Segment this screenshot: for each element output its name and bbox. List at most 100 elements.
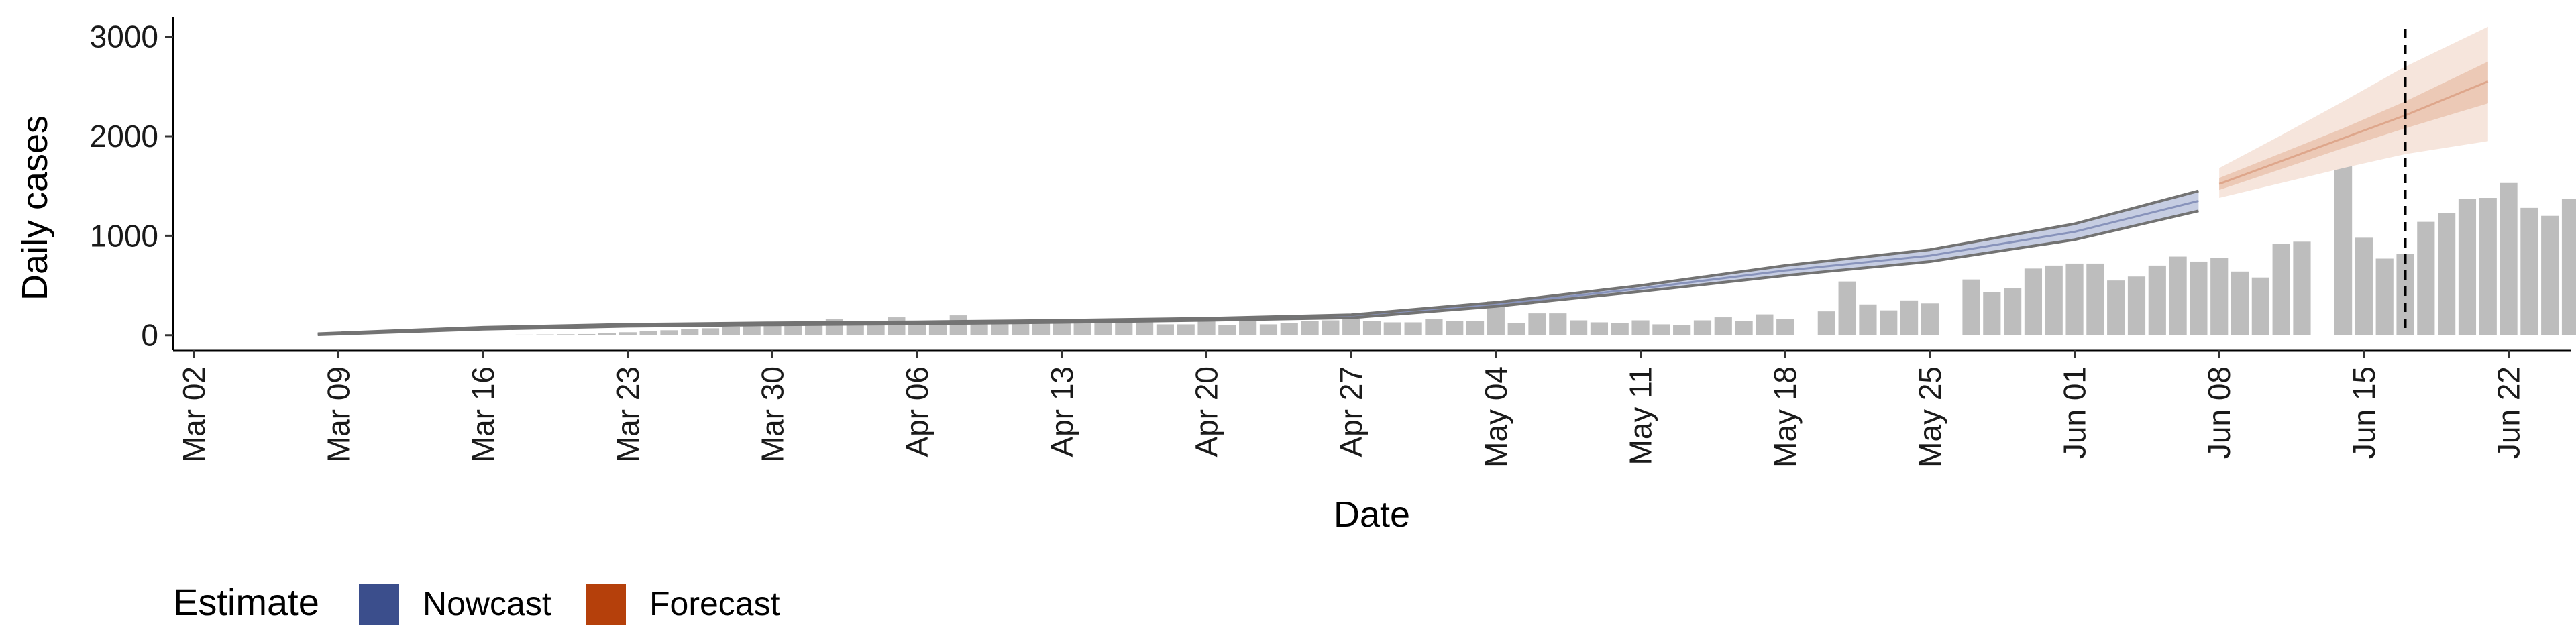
axes: 0 1000 2000 3000 Mar 02 Mar 09 Mar 16 Mar 23 Mar… xyxy=(90,17,2571,468)
bar xyxy=(1528,313,1546,335)
bar xyxy=(1239,318,1257,335)
bar xyxy=(1053,321,1071,335)
bar xyxy=(805,323,823,335)
bar xyxy=(1446,321,1464,335)
nowcast-upper-line xyxy=(317,189,2199,335)
bar xyxy=(1859,304,1877,335)
bar xyxy=(1404,322,1422,335)
x-tick-label: Jun 08 xyxy=(2202,366,2237,459)
bar xyxy=(1817,311,1835,335)
bar xyxy=(1425,319,1443,335)
bar xyxy=(1611,323,1629,335)
bar xyxy=(557,334,575,335)
bar xyxy=(1177,324,1195,335)
bar xyxy=(888,317,906,335)
bar xyxy=(639,331,657,335)
bar xyxy=(1115,323,1133,335)
forecast-inner-band xyxy=(2219,61,2488,191)
bar xyxy=(2334,160,2353,335)
x-tick-label: Mar 16 xyxy=(466,366,500,462)
bar xyxy=(619,332,637,335)
bar xyxy=(1838,281,1856,335)
bar xyxy=(1032,322,1051,335)
legend-label-forecast: Forecast xyxy=(649,585,780,623)
forecast-median-line xyxy=(2218,80,2489,185)
x-tick-label: Jun 15 xyxy=(2347,366,2381,459)
x-tick-label: May 25 xyxy=(1913,366,1947,468)
bar xyxy=(2190,261,2208,335)
bar xyxy=(722,327,740,335)
bar xyxy=(1590,322,1609,335)
bar xyxy=(908,324,926,335)
bar xyxy=(2004,288,2022,335)
y-tick-label: 2000 xyxy=(90,119,158,154)
bar xyxy=(578,333,596,335)
bar xyxy=(1135,322,1154,335)
x-axis-title: Date xyxy=(1334,494,1410,535)
bar xyxy=(1714,317,1732,335)
bar xyxy=(1342,319,1360,335)
legend: Estimate Nowcast Forecast xyxy=(173,581,780,625)
bar xyxy=(784,324,802,335)
bar xyxy=(2479,198,2497,335)
bar xyxy=(2169,256,2187,335)
bar xyxy=(867,322,885,335)
bar xyxy=(846,325,864,335)
bar xyxy=(1280,323,1298,335)
x-tick-label: May 11 xyxy=(1623,366,1658,465)
bar xyxy=(1012,321,1030,335)
bar xyxy=(1962,279,1980,335)
x-tick-label: Jun 01 xyxy=(2057,366,2092,459)
bar xyxy=(660,330,678,335)
bar xyxy=(1507,323,1525,335)
bar xyxy=(1322,320,1340,335)
y-tick-label: 1000 xyxy=(90,218,158,253)
bar xyxy=(1673,325,1691,335)
bar xyxy=(2210,258,2229,335)
plot-area xyxy=(317,26,2576,336)
bar xyxy=(2065,263,2084,335)
bar xyxy=(763,325,782,335)
x-tick-label: Apr 20 xyxy=(1189,366,1224,458)
bar xyxy=(2272,244,2290,335)
bar xyxy=(1301,321,1319,335)
y-axis-title: Daily cases xyxy=(15,115,55,301)
bar xyxy=(2541,215,2559,335)
bar xyxy=(1570,320,1588,335)
bar xyxy=(2500,182,2518,335)
bar xyxy=(1383,322,1401,335)
x-tick-label: Mar 23 xyxy=(610,366,645,462)
x-tick-label: Jun 22 xyxy=(2491,366,2526,459)
bar xyxy=(2417,221,2435,335)
bar xyxy=(2148,265,2166,335)
legend-key-nowcast xyxy=(359,584,399,625)
bar xyxy=(2231,271,2249,335)
legend-label-nowcast: Nowcast xyxy=(423,585,551,623)
x-tick-label: Apr 06 xyxy=(900,366,934,458)
bar xyxy=(1983,292,2001,335)
legend-key-forecast xyxy=(586,584,626,625)
bar xyxy=(2561,199,2576,335)
bar xyxy=(2107,280,2125,335)
bar xyxy=(1218,325,1236,335)
bar xyxy=(2045,265,2063,335)
bar xyxy=(1631,320,1650,335)
bar xyxy=(928,323,947,335)
bar xyxy=(1652,324,1670,335)
bar xyxy=(1259,324,1278,335)
bar xyxy=(1693,320,1712,335)
x-tick-label: Mar 09 xyxy=(321,366,356,462)
bar xyxy=(2251,277,2269,335)
x-tick-label: May 04 xyxy=(1479,366,1513,468)
x-tick-label: Apr 27 xyxy=(1334,366,1368,458)
bar xyxy=(1094,320,1112,335)
nowcast-lower-line xyxy=(317,209,2199,336)
bar xyxy=(2024,268,2043,335)
x-tick-label: Apr 13 xyxy=(1044,366,1079,458)
bar xyxy=(1197,319,1216,335)
legend-title: Estimate xyxy=(173,581,319,623)
bar xyxy=(681,329,699,335)
bar xyxy=(2458,199,2477,335)
bar xyxy=(2293,241,2311,335)
